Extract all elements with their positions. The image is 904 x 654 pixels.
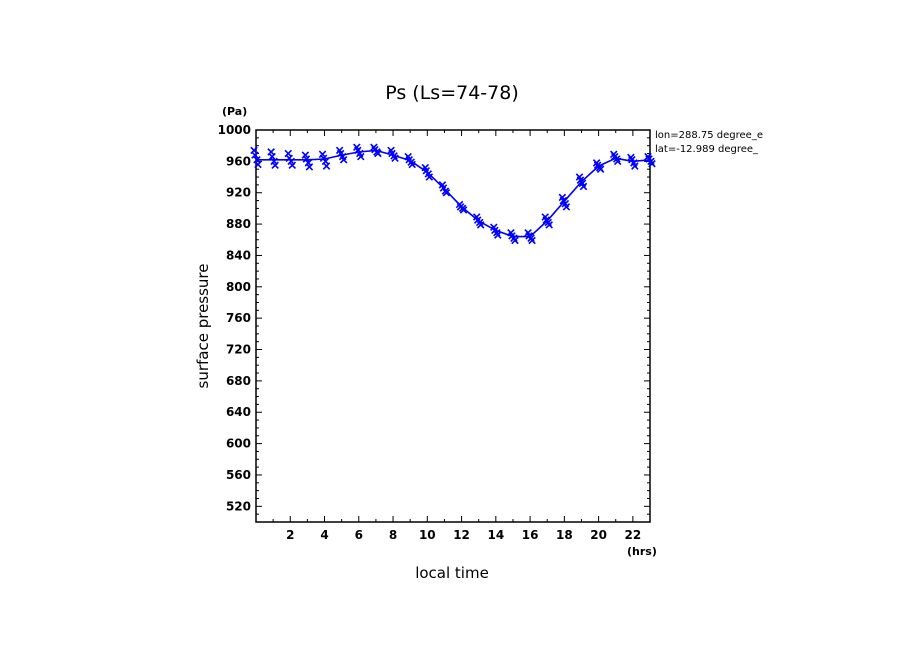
x-unit-label: (hrs) [627, 545, 657, 558]
chart-title: Ps (Ls=74-78) [385, 82, 519, 104]
sample-point-marker [596, 165, 605, 173]
sample-point-marker [425, 173, 434, 181]
x-tick-label: 16 [522, 528, 539, 542]
sample-point-marker [339, 156, 348, 164]
plot-frame [255, 129, 651, 523]
plot-area: 520 560 600 640 680 720 760 800 840 880 920 960 1000… [218, 123, 656, 542]
x-tick-label: 22 [625, 528, 642, 542]
sample-point-marker [271, 161, 279, 170]
sample-point-marker [391, 154, 399, 162]
annotation-lon: lon=288.75 degree_e [655, 130, 763, 141]
sample-point-marker [648, 159, 656, 168]
sample-point-marker [322, 162, 331, 170]
sample-point-marker [357, 152, 365, 161]
x-tick-label: 14 [487, 528, 504, 542]
sample-point-marker [374, 149, 382, 158]
y-tick-label: 640 [226, 405, 251, 419]
sample-point-marker [511, 236, 519, 245]
sample-point-marker [251, 151, 259, 159]
sample-point-marker [476, 221, 485, 229]
sample-point-marker [613, 157, 622, 166]
x-tick-label: 12 [453, 528, 470, 542]
sample-point-marker [288, 161, 297, 170]
y-tick-label: 920 [226, 186, 251, 200]
y-tick-label: 560 [226, 468, 251, 482]
y-unit-label: (Pa) [222, 105, 247, 118]
sample-point-marker [254, 160, 262, 169]
x-tick-label: 2 [286, 528, 294, 542]
sample-point-marker [545, 221, 553, 229]
x-tick-label: 20 [590, 528, 607, 542]
x-tick-label: 10 [419, 528, 436, 542]
y-tick-label: 520 [226, 499, 251, 513]
y-tick-label: 720 [226, 343, 251, 357]
sample-point-marker [631, 162, 639, 170]
y-tick-label: 840 [226, 248, 251, 262]
y-tick-label: 680 [226, 374, 251, 388]
y-tick-label: 760 [226, 311, 251, 325]
y-axis-label: surface pressure [194, 264, 212, 389]
x-tick-label: 4 [320, 528, 328, 542]
y-tick-label: 1000 [218, 123, 251, 137]
y-tick-label: 960 [226, 154, 251, 168]
x-tick-label: 6 [355, 528, 363, 542]
sample-point-marker [305, 163, 314, 171]
y-tick-label: 600 [226, 437, 251, 451]
sample-point-marker [528, 236, 536, 245]
sample-point-marker [408, 160, 416, 169]
series-line-mean [256, 149, 651, 238]
x-tick-label: 18 [556, 528, 573, 542]
sample-point-marker [579, 182, 588, 191]
sample-point-marker [562, 203, 571, 211]
x-axis-label: local time [415, 564, 489, 582]
sample-point-marker [459, 206, 468, 214]
annotation-lat: lat=-12.989 degree_ [655, 144, 759, 155]
sample-point-marker [442, 188, 451, 197]
x-tick-label: 8 [389, 528, 397, 542]
y-tick-label: 800 [226, 280, 251, 294]
sample-point-marker [302, 155, 311, 163]
y-tick-label: 880 [226, 217, 251, 231]
sample-point-marker [494, 231, 502, 239]
sample-point-marker [268, 152, 276, 161]
